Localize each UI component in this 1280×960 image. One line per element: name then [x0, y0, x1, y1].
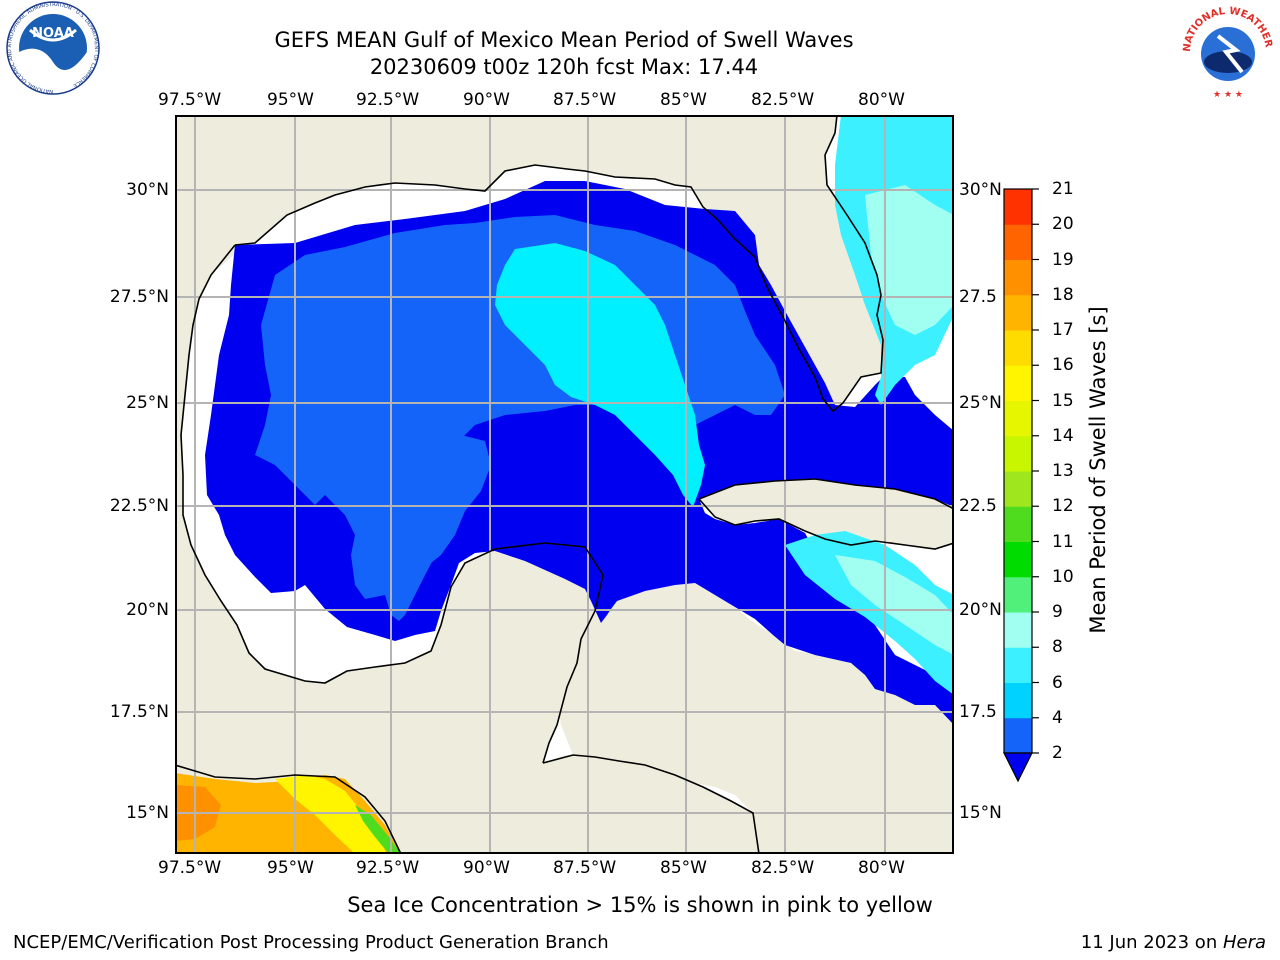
colorbar-segment-14: [1004, 224, 1032, 260]
colorbar-tick-label-10: 15: [1052, 390, 1074, 411]
colorbar-tick-label-3: 8: [1052, 637, 1063, 658]
colorbar-segment-12: [1004, 294, 1032, 331]
colorbar-tick-label-13: 18: [1052, 284, 1074, 305]
colorbar-segment-11: [1004, 330, 1032, 366]
lat-label-left-25n: 25°N: [126, 393, 169, 413]
colorbar-tick-label-7: 12: [1052, 496, 1074, 517]
field-band-caribbean-light: [835, 555, 954, 655]
lon-label-bottom-85w: 85°W: [660, 858, 707, 878]
lon-label-top-87-5w: 87.5°W: [553, 90, 617, 110]
lat-label-right-20n: 20°N: [959, 600, 1002, 620]
lon-label-bottom-90w: 90°W: [463, 858, 510, 878]
lat-label-right-27-5: 27.5: [959, 287, 997, 307]
colorbar-segments: [1004, 189, 1032, 754]
footer-date-text: 11 Jun 2023 on: [1080, 932, 1223, 953]
nws-logo: NATIONAL WEATHER SERVICE ★ ★ ★: [1174, 0, 1278, 100]
lat-label-right-25n: 25°N: [959, 393, 1002, 413]
graticule: [175, 115, 954, 854]
lat-label-left-22-5n: 22.5°N: [109, 496, 169, 516]
lon-label-top-90w: 90°W: [463, 90, 510, 110]
lon-label-top-95w: 95°W: [267, 90, 314, 110]
land-cuba: [699, 479, 954, 549]
land-layer: [175, 115, 954, 854]
lat-label-left-30n: 30°N: [126, 180, 169, 200]
colorbar-segment-9: [1004, 400, 1032, 437]
colorbar-segment-3: [1004, 612, 1032, 648]
lat-label-left-15n: 15°N: [126, 803, 169, 823]
colorbar: [1003, 188, 1039, 783]
sea-ice-note: Sea Ice Concentration > 15% is shown in …: [347, 893, 933, 917]
colorbar-tick-label-11: 16: [1052, 355, 1074, 376]
colorbar-tick-label-6: 11: [1052, 531, 1074, 552]
lon-label-bottom-87-5w: 87.5°W: [553, 858, 617, 878]
lon-label-top-80w: 80°W: [858, 90, 905, 110]
field-band-pacific-yellow: [275, 775, 387, 854]
svg-text:★ ★ ★: ★ ★ ★: [1213, 90, 1243, 100]
coast-gulf-west: [180, 244, 604, 764]
colorbar-title: Mean Period of Swell Waves [s]: [1086, 306, 1110, 634]
colorbar-segment-7: [1004, 471, 1032, 507]
land-yucatan-belize: [555, 555, 954, 854]
colorbar-segment-4: [1004, 576, 1032, 613]
chart-subtitle: 20230609 t00z 120h fcst Max: 17.44: [369, 55, 759, 79]
colorbar-under-arrow: [1003, 752, 1033, 783]
footer-credit: NCEP/EMC/Verification Post Processing Pr…: [13, 932, 609, 953]
colorbar-tick-label-12: 17: [1052, 320, 1074, 340]
colorbar-segment-15: [1004, 189, 1032, 225]
gulf-map: [175, 115, 954, 854]
field-band-pacific-green: [355, 805, 401, 854]
lat-label-right-22-5: 22.5: [959, 496, 997, 516]
colorbar-tick-label-0: 2: [1052, 743, 1063, 763]
lon-label-top-85w: 85°W: [660, 90, 707, 110]
colorbar-segment-13: [1004, 259, 1032, 296]
colorbar-segment-2: [1004, 647, 1032, 683]
chart-title: GEFS MEAN Gulf of Mexico Mean Period of …: [274, 28, 854, 52]
colorbar-tick-label-15: 20: [1052, 214, 1074, 235]
colorbar-tick-label-14: 19: [1052, 249, 1074, 270]
lon-label-bottom-82-5w: 82.5°W: [751, 858, 815, 878]
colorbar-ticks: [1032, 188, 1039, 754]
colorbar-segment-10: [1004, 365, 1032, 401]
lat-label-left-17-5n: 17.5°N: [109, 702, 169, 722]
noaa-logo-text: NOAA: [32, 26, 74, 41]
colorbar-segment-0: [1004, 717, 1032, 754]
coastlines: [175, 115, 954, 854]
colorbar-segment-1: [1004, 682, 1032, 719]
lon-label-bottom-97-5w: 97.5°W: [158, 858, 222, 878]
lat-label-left-27-5n: 27.5°N: [109, 287, 169, 307]
lon-label-top-82-5w: 82.5°W: [751, 90, 815, 110]
coast-cuba: [698, 478, 954, 550]
field-band-4-6: [495, 243, 705, 507]
colorbar-segment-5: [1004, 541, 1032, 578]
lon-label-bottom-95w: 95°W: [267, 858, 314, 878]
colorbar-tick-label-1: 4: [1052, 707, 1063, 728]
colorbar-tick-label-16: 21: [1052, 179, 1074, 199]
lon-label-top-97-5w: 97.5°W: [158, 90, 222, 110]
colorbar-tick-label-4: 9: [1052, 602, 1063, 622]
footer-machine: Hera: [1222, 932, 1266, 953]
colorbar-segment-6: [1004, 506, 1032, 542]
colorbar-tick-label-9: 14: [1052, 425, 1074, 446]
noaa-logo: NOAA NATIONAL OCEANIC AND ATMOSPHERIC AD…: [0, 0, 106, 100]
lat-label-right-17-5: 17.5: [959, 702, 997, 722]
map-frame: [175, 115, 954, 854]
lat-label-right-15n: 15°N: [959, 803, 1002, 823]
land-north-america: [175, 115, 883, 854]
colorbar-tick-label-8: 13: [1052, 461, 1074, 481]
field-band-caribbean: [785, 531, 954, 695]
lon-label-bottom-80w: 80°W: [858, 858, 905, 878]
footer-date: 11 Jun 2023 on Hera: [1081, 932, 1266, 954]
coast-gulf-north: [234, 115, 884, 413]
swell-period-field: [175, 115, 954, 854]
lat-label-right-30n: 30°N: [959, 180, 1002, 200]
lat-label-left-20n: 20°N: [126, 600, 169, 620]
coast-central-america: [175, 754, 760, 854]
colorbar-tick-label-2: 6: [1052, 672, 1063, 693]
colorbar-segment-8: [1004, 435, 1032, 472]
lon-label-top-92-5w: 92.5°W: [356, 90, 420, 110]
colorbar-tick-label-5: 10: [1052, 566, 1074, 587]
lon-label-bottom-92-5w: 92.5°W: [356, 858, 420, 878]
